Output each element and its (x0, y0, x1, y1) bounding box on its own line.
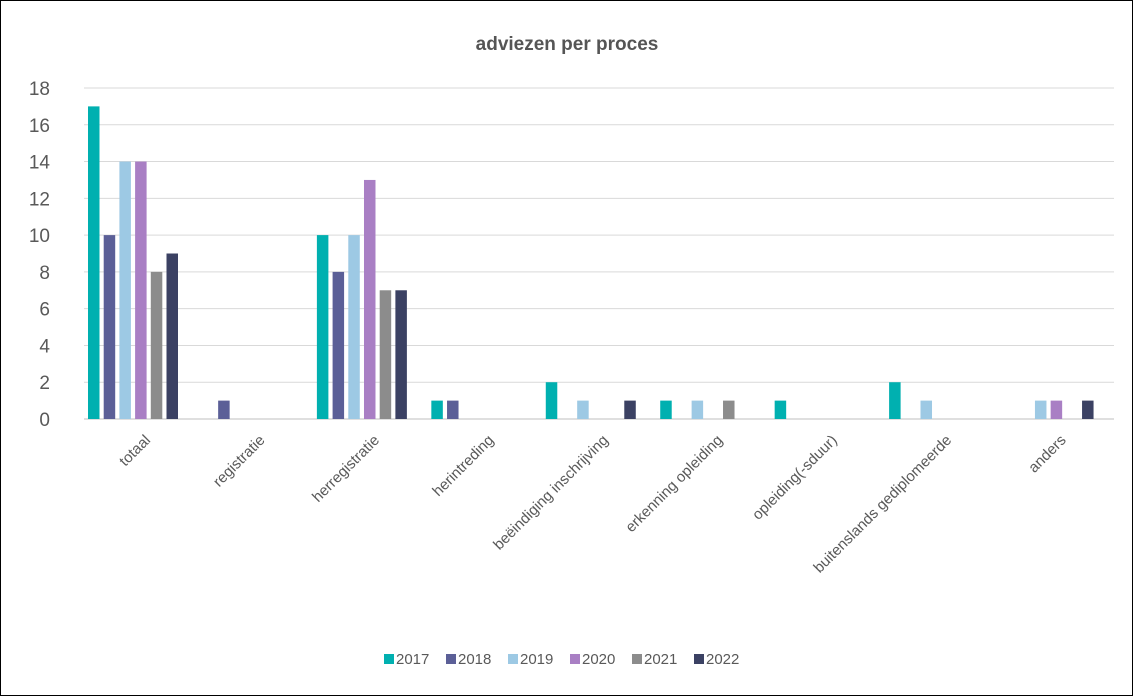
bar-anders-2019 (1034, 400, 1047, 419)
y-tick-label: 2 (39, 373, 50, 394)
bars (88, 106, 1094, 420)
x-tick-label: opleiding(-sduur) (749, 432, 841, 524)
bar-totaal-2017 (88, 106, 100, 419)
bar-be-indiging-inschrijving-2019 (577, 400, 589, 419)
x-tick-label: herintreding (429, 432, 497, 500)
legend-label-2019: 2019 (520, 651, 553, 668)
bar-opleiding-sduur--2017 (774, 400, 787, 419)
legend-label-2018: 2018 (458, 651, 491, 668)
chart-title: adviezen per proces (476, 34, 659, 55)
x-tick-label: anders (1025, 432, 1069, 476)
y-axis: 0 2 4 6 8 10 12 14 16 18 (29, 79, 51, 431)
bar-erkenning-opleiding-2019 (691, 400, 704, 419)
x-tick-label: buitenslands gediplomeerde (810, 432, 955, 577)
bar-herregistratie-2020 (363, 179, 376, 419)
x-tick-label: erkenning opleiding (622, 432, 726, 536)
x-tick-label: registratie (210, 432, 269, 491)
bar-herregistratie-2019 (348, 235, 360, 419)
legend-swatch-2017 (384, 654, 394, 664)
x-tick-label: totaal (116, 432, 154, 470)
bar-be-indiging-inschrijving-2022 (624, 400, 636, 419)
y-tick-label: 12 (29, 189, 50, 210)
bar-herintreding-2018 (447, 400, 459, 419)
legend-swatch-2020 (570, 654, 580, 664)
y-tick-label: 18 (29, 79, 50, 100)
y-tick-label: 14 (29, 153, 51, 174)
bar-buitenslands-gediplomeerde-2017 (889, 382, 901, 419)
y-tick-label: 8 (39, 263, 50, 284)
legend-label-2022: 2022 (706, 651, 739, 668)
bar-totaal-2022 (166, 253, 178, 419)
bar-be-indiging-inschrijving-2017 (545, 382, 558, 419)
bar-erkenning-opleiding-2021 (723, 400, 735, 419)
y-tick-label: 4 (39, 336, 50, 357)
x-tick-label: beëindiging inschrijving (490, 432, 612, 554)
bar-registratie-2018 (218, 400, 230, 419)
legend-label-2020: 2020 (582, 651, 615, 668)
legend-label-2017: 2017 (396, 651, 429, 668)
y-tick-label: 10 (29, 226, 50, 247)
bar-buitenslands-gediplomeerde-2019 (920, 400, 933, 419)
bar-herintreding-2017 (431, 400, 443, 419)
bar-totaal-2020 (135, 161, 147, 420)
bar-totaal-2019 (119, 161, 131, 420)
bar-herregistratie-2018 (332, 271, 345, 419)
legend-label-2021: 2021 (644, 651, 677, 668)
legend-swatch-2022 (694, 654, 704, 664)
bar-herregistratie-2017 (316, 235, 329, 419)
y-tick-label: 6 (39, 300, 50, 321)
x-tick-label: herregistratie (309, 432, 383, 506)
legend-swatch-2021 (632, 654, 642, 664)
legend-swatch-2018 (446, 654, 456, 664)
bar-erkenning-opleiding-2017 (660, 400, 672, 419)
x-axis: totaal registratie herregistratie herintred… (116, 432, 1070, 577)
bar-herregistratie-2022 (395, 290, 407, 419)
bar-herregistratie-2021 (379, 290, 392, 419)
y-tick-label: 0 (39, 410, 50, 431)
y-tick-label: 16 (29, 116, 50, 137)
legend-swatch-2019 (508, 654, 518, 664)
bar-anders-2022 (1082, 400, 1094, 419)
bar-totaal-2021 (150, 271, 163, 419)
legend: 2017 2018 2019 2020 2021 2022 (384, 651, 739, 668)
gridlines (84, 87, 1114, 420)
bar-anders-2020 (1050, 400, 1063, 419)
bar-totaal-2018 (103, 235, 116, 419)
